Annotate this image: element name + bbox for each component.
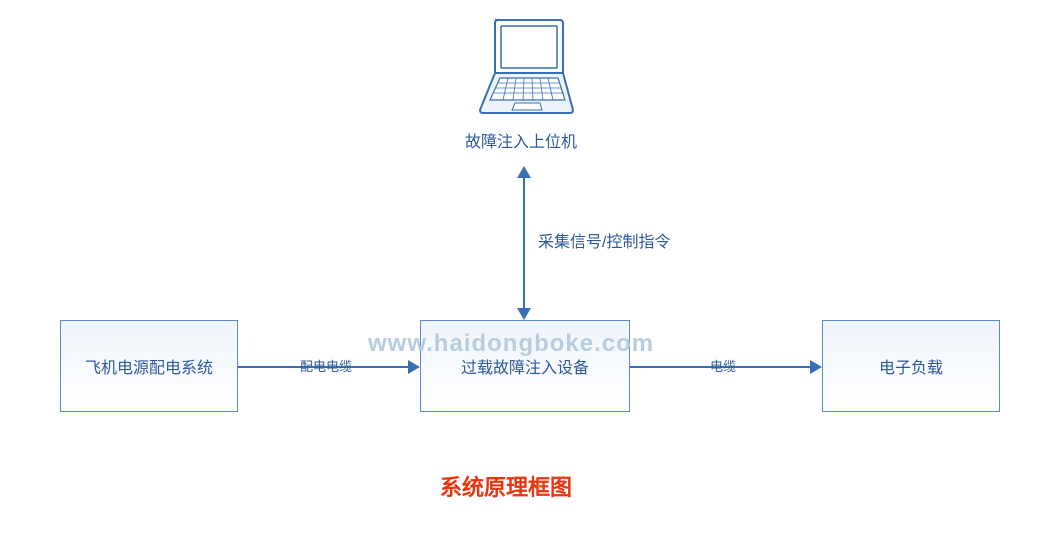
node-power-system: 飞机电源配电系统 <box>60 320 238 412</box>
edge-label-signal: 采集信号/控制指令 <box>538 228 670 252</box>
node-power-system-label: 飞机电源配电系统 <box>85 354 213 378</box>
edge-label-cable2: 电缆 <box>710 356 736 375</box>
arrow-head-right-2 <box>810 360 822 374</box>
host-computer-label: 故障注入上位机 <box>465 128 577 152</box>
watermark-text: www.haidongboke.com <box>368 330 654 358</box>
arrow-head-up <box>517 166 531 178</box>
diagram-title: 系统原理框图 <box>440 470 572 502</box>
node-electronic-load: 电子负载 <box>822 320 1000 412</box>
edge-host-to-fault <box>523 178 525 308</box>
node-electronic-load-label: 电子负载 <box>879 354 943 378</box>
laptop-icon <box>475 15 575 125</box>
arrow-head-right-1 <box>408 360 420 374</box>
edge-label-cable1: 配电电缆 <box>300 356 352 375</box>
arrow-head-down <box>517 308 531 320</box>
